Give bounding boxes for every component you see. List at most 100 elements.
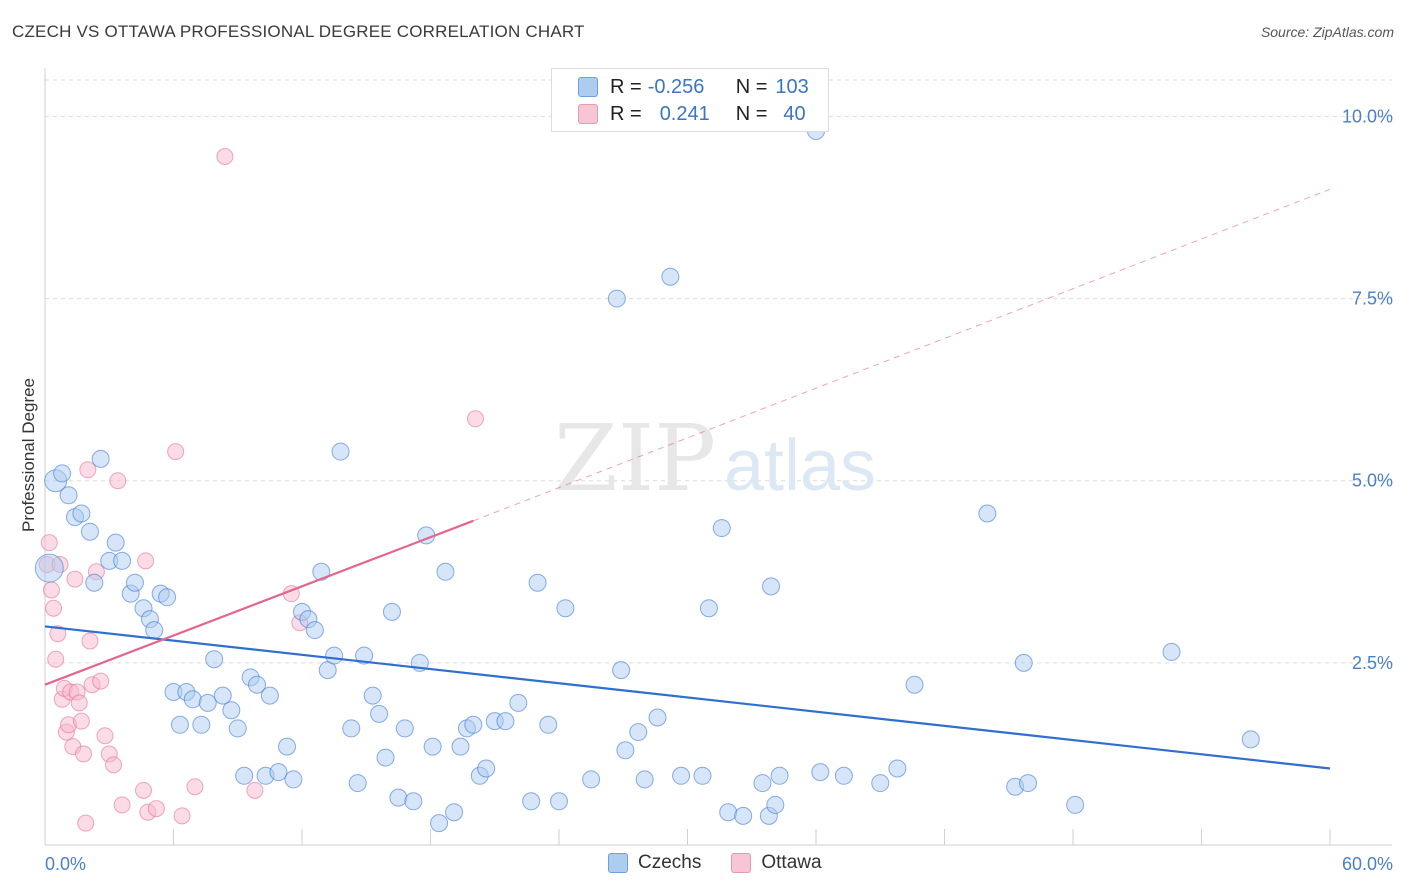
czech-point — [260, 686, 279, 705]
czech-point — [871, 774, 890, 793]
ottawa-point — [66, 570, 84, 588]
czech-point — [312, 562, 331, 581]
czechs-r-label: R = — [610, 75, 642, 98]
czech-point — [370, 704, 389, 723]
czech-point — [248, 675, 267, 694]
czech-point — [389, 788, 408, 807]
czech-point — [325, 646, 344, 665]
czech-point — [978, 504, 997, 523]
x-tick-label: 0.0% — [45, 854, 86, 874]
czech-point — [888, 759, 907, 778]
czech-point — [607, 289, 626, 308]
czech-point — [1019, 774, 1038, 793]
czech-point — [712, 519, 731, 538]
ottawa-point — [173, 807, 191, 825]
grid-lines — [45, 79, 1392, 664]
czech-point — [355, 646, 374, 665]
watermark: ZIP atlas — [554, 405, 876, 512]
czech-point — [183, 690, 202, 709]
legend-row-czechs: R = -0.256 N = 103 — [578, 75, 809, 99]
czech-point — [305, 621, 324, 640]
ottawa-point — [70, 694, 88, 712]
ottawa-point — [96, 727, 114, 745]
czech-point — [1241, 730, 1260, 749]
ottawa-point — [246, 781, 264, 799]
ottawa-point — [186, 778, 204, 796]
ottawa-r-label: R = — [610, 102, 642, 125]
czech-point — [451, 737, 470, 756]
czech-point — [834, 766, 853, 785]
ottawa-n-value: 40 — [783, 102, 806, 125]
legend-ottawa-label: Ottawa — [761, 852, 822, 873]
legend-item-ottawa[interactable]: Ottawa — [731, 852, 822, 874]
czech-point — [222, 701, 241, 720]
czech-point — [616, 741, 635, 760]
czech-point — [528, 573, 547, 592]
czech-point — [192, 715, 211, 734]
ottawa-point — [167, 443, 185, 461]
czech-trend-line — [44, 625, 1331, 770]
ottawa-point — [105, 756, 123, 774]
czech-point — [753, 774, 772, 793]
czech-point — [404, 792, 423, 811]
legend-czechs-swatch — [608, 853, 628, 873]
czech-point — [235, 766, 254, 785]
czech-point — [1162, 642, 1181, 661]
czech-point — [661, 267, 680, 286]
czech-point — [269, 763, 288, 782]
series-legend: Czechs Ottawa — [608, 852, 852, 874]
czech-point — [113, 551, 132, 570]
czech-point — [34, 553, 64, 583]
czech-point — [734, 806, 753, 825]
watermark-atlas: atlas — [724, 426, 876, 506]
axes — [44, 68, 1392, 846]
ottawa-point — [49, 625, 67, 643]
czech-point — [91, 449, 110, 468]
ottawa-n-label: N = — [735, 102, 768, 125]
czech-point — [672, 766, 691, 785]
y-tick-label: 10.0% — [1342, 106, 1393, 126]
czech-point — [72, 504, 91, 523]
czech-point — [762, 577, 781, 596]
czech-point — [464, 715, 483, 734]
czech-point — [228, 719, 247, 738]
y-axis-title: Professional Degree — [19, 378, 38, 532]
ottawa-point — [72, 712, 90, 730]
czech-point — [582, 770, 601, 789]
czech-point — [106, 533, 125, 552]
czech-point — [59, 486, 78, 505]
czech-point — [719, 803, 738, 822]
legend-czechs-label: Czechs — [638, 852, 702, 873]
legend-ottawa-swatch — [731, 853, 752, 873]
czech-point — [693, 766, 712, 785]
ottawa-point — [77, 814, 95, 832]
y-tick-label: 5.0% — [1352, 471, 1393, 491]
ottawa-point — [40, 534, 58, 552]
trend-lines — [44, 188, 1331, 770]
czech-point — [1014, 653, 1033, 672]
x-tick-label: 60.0% — [1342, 854, 1393, 874]
czech-point — [423, 737, 442, 756]
ottawa-point — [42, 581, 60, 599]
ottawa-point — [216, 148, 234, 165]
correlation-legend: R = -0.256 N = 103 R = 0.241 N = 40 — [551, 68, 829, 132]
ottawa-points — [38, 148, 484, 832]
legend-item-czechs[interactable]: Czechs — [608, 852, 701, 874]
czech-point — [342, 719, 361, 738]
ottawa-trend-extension — [473, 188, 1331, 522]
ottawa-point — [81, 632, 99, 650]
czech-point — [348, 774, 367, 793]
czech-point — [699, 599, 718, 618]
czech-point — [382, 602, 401, 621]
czech-point — [539, 715, 558, 734]
czech-point — [635, 770, 654, 789]
czech-point — [278, 737, 297, 756]
czech-point — [496, 712, 515, 731]
czech-point — [556, 599, 575, 618]
ottawa-trend-line — [44, 519, 474, 686]
ottawa-point — [135, 781, 153, 799]
czech-point — [612, 661, 631, 680]
ottawa-point — [92, 672, 110, 690]
czech-point — [145, 621, 164, 640]
ottawa-point — [47, 650, 65, 668]
